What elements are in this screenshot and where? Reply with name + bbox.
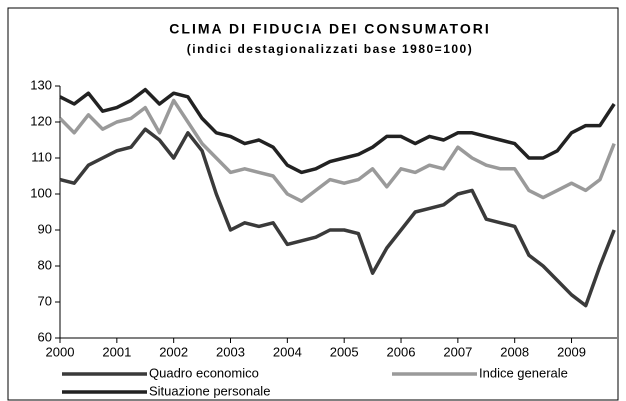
chart-frame <box>7 7 619 401</box>
x-tick-label: 2008 <box>500 344 529 359</box>
x-tick-label: 2003 <box>216 344 245 359</box>
y-tick-label: 110 <box>31 149 52 164</box>
y-tick-label: 120 <box>30 113 52 128</box>
x-tick-label: 2002 <box>159 344 188 359</box>
legend-label: Situazione personale <box>149 383 270 398</box>
y-tick-label: 70 <box>38 293 52 308</box>
legend-label: Indice generale <box>479 365 568 380</box>
x-tick-label: 2000 <box>46 344 75 359</box>
chart-subtitle: (indici destagionalizzati base 1980=100) <box>187 42 473 56</box>
series-line <box>59 87 616 175</box>
x-tick-label: 2004 <box>273 344 302 359</box>
x-tick-label: 2007 <box>443 344 472 359</box>
y-tick-label: 130 <box>30 77 52 92</box>
legend-label: Quadro economico <box>149 365 259 380</box>
chart-title: CLIMA DI FIDUCIA DEI CONSUMATORI <box>169 21 490 37</box>
x-tick-label: 2009 <box>557 344 586 359</box>
y-tick-label: 60 <box>38 329 52 344</box>
x-tick-label: 2005 <box>330 344 359 359</box>
series-line <box>58 98 616 203</box>
y-tick-label: 80 <box>38 257 52 272</box>
x-tick-label: 2001 <box>102 344 131 359</box>
x-tick-label: 2006 <box>387 344 416 359</box>
y-tick-label: 90 <box>38 221 52 236</box>
series-line <box>59 127 616 308</box>
y-tick-label: 100 <box>30 185 52 200</box>
